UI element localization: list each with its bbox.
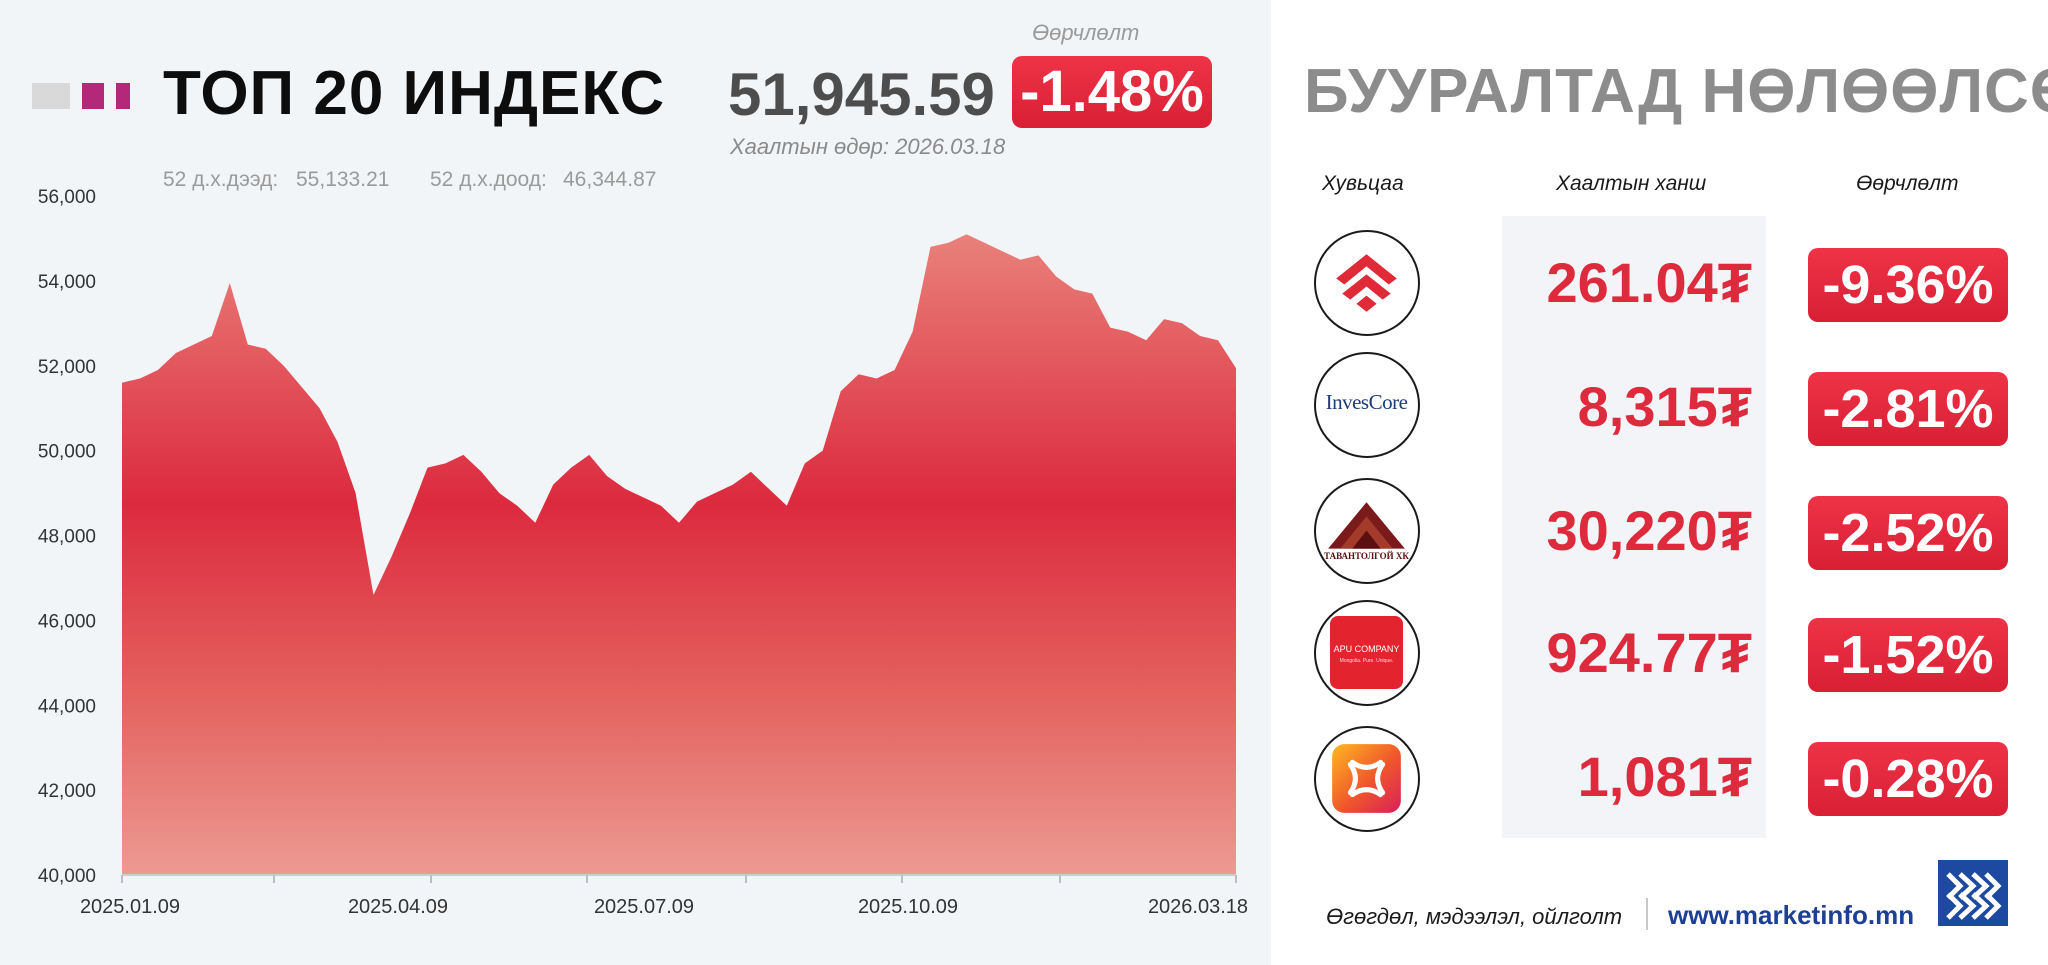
low-value: 46,344.87 <box>563 168 657 191</box>
tavantolgoi-logo: ТАВАНТОЛГОЙ ХК <box>1314 478 1420 584</box>
footer-divider <box>1646 898 1648 930</box>
x-tick-label: 2025.07.09 <box>594 896 694 918</box>
price-value: 8,315₮ <box>1577 375 1752 438</box>
change-badge: -1.52% <box>1808 618 2008 692</box>
flower-app-logo <box>1314 726 1420 832</box>
y-tick-label: 56,000 <box>38 187 96 208</box>
x-tick-label: 2025.04.09 <box>348 896 448 918</box>
footer-tagline: Өгөгдөл, мэдээлэл, ойлголт <box>1326 904 1623 929</box>
magenta-square-icon <box>82 83 104 109</box>
low-label: 52 д.х.доод: <box>430 168 547 191</box>
y-tick-label: 46,000 <box>38 611 96 632</box>
invescore-logo: InvesCore <box>1314 352 1420 458</box>
decliners-title: БУУРАЛТАД НӨЛӨӨЛСӨН <box>1304 57 2048 126</box>
apu-logo-square: APU COMPANY Mongolia. Pure. Unique. <box>1330 616 1403 689</box>
apu-logo-text: APU COMPANY <box>1333 644 1400 654</box>
change-badge: -0.28% <box>1808 742 2008 816</box>
index-title: ТОП 20 ИНДЕКС <box>163 59 666 128</box>
price-value: 1,081₮ <box>1577 745 1752 808</box>
y-tick-label: 50,000 <box>38 442 96 463</box>
tavantolgoi-logo-text: ТАВАНТОЛГОЙ ХК <box>1324 551 1409 561</box>
change-badge: -2.52% <box>1808 496 2008 570</box>
y-tick-label: 52,000 <box>38 357 96 378</box>
footer-url-link[interactable]: www.marketinfo.mn <box>1668 900 1915 930</box>
price-value: 924.77₮ <box>1546 621 1753 684</box>
y-tick-label: 42,000 <box>38 781 96 802</box>
y-tick-label: 54,000 <box>38 272 96 293</box>
apu-logo-subtext: Mongolia. Pure. Unique. <box>1339 658 1394 664</box>
x-tick-label: 2025.01.09 <box>80 896 180 918</box>
high-value: 55,133.21 <box>296 168 390 191</box>
y-tick-label: 44,000 <box>38 696 96 717</box>
index-change-badge: -1.48% <box>1012 56 1212 128</box>
index-area-chart: 40,000 42,000 44,000 46,000 48,000 50,000 52,0… <box>38 187 1248 918</box>
x-tick-label: 2025.10.09 <box>858 896 958 918</box>
magenta-bar-icon <box>116 83 130 109</box>
close-date: Хаалтын өдөр: 2026.03.18 <box>730 134 1006 159</box>
price-column-background <box>1502 216 1766 838</box>
price-value: 30,220₮ <box>1546 499 1753 562</box>
red-chevron-logo <box>1314 230 1420 336</box>
y-tick-label: 48,000 <box>38 527 96 548</box>
apu-logo: APU COMPANY Mongolia. Pure. Unique. <box>1314 600 1420 706</box>
x-tick-label: 2026.03.18 <box>1148 896 1248 918</box>
col-header-price: Хаалтын ханш <box>1556 172 1707 195</box>
marketinfo-logo-icon <box>1938 860 2008 926</box>
invescore-logo-text: InvesCore <box>1325 390 1408 414</box>
price-value: 261.04₮ <box>1546 251 1753 314</box>
change-badge: -9.36% <box>1808 248 2008 322</box>
index-value: 51,945.59 <box>728 61 995 128</box>
change-badge: -2.81% <box>1808 372 2008 446</box>
gray-square-icon <box>32 83 70 109</box>
y-tick-label: 40,000 <box>38 866 96 887</box>
index-area-series <box>122 234 1236 875</box>
col-header-change: Өөрчлөлт <box>1856 172 1959 195</box>
col-header-security: Хувьцаа <box>1322 172 1404 195</box>
high-label: 52 д.х.дээд: <box>163 168 279 191</box>
change-label: Өөрчлөлт <box>1032 20 1140 45</box>
